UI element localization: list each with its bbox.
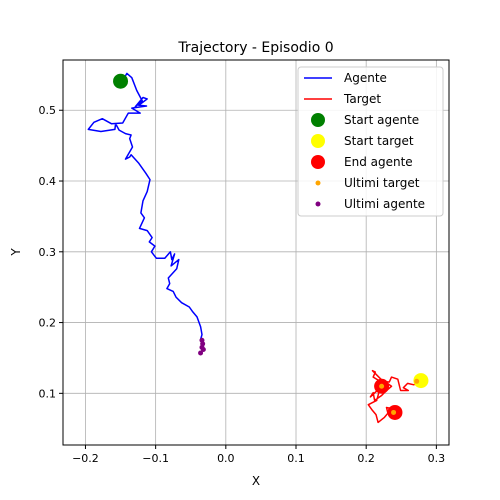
- y-axis-label: Y: [9, 248, 23, 257]
- y-tick-label: 0.2: [39, 317, 57, 330]
- legend-start-agente-marker: [311, 113, 325, 127]
- x-tick-label: 0.1: [287, 452, 305, 465]
- x-tick-label: −0.1: [142, 452, 169, 465]
- y-axis-ticks: 0.1 0.2 0.3 0.4 0.5: [39, 104, 63, 400]
- legend-end-agente-marker: [311, 155, 325, 169]
- legend-end-agente-label: End agente: [344, 155, 413, 169]
- start-agente-marker: [113, 73, 129, 89]
- x-tick-label: −0.2: [72, 452, 99, 465]
- legend-target-label: Target: [343, 92, 381, 106]
- y-tick-label: 0.3: [39, 246, 57, 259]
- legend-box: [297, 66, 444, 217]
- legend-ultimi-target-label: Ultimi target: [344, 176, 420, 190]
- ultimi-agente-point: [200, 346, 206, 352]
- x-tick-label: 0.3: [428, 452, 446, 465]
- legend: Agente Target Start agente Start target End …: [297, 66, 444, 217]
- plot-frame: [62, 59, 450, 446]
- agente-trajectory-line: [87, 72, 205, 350]
- legend-ultimi-agente-marker: [315, 201, 321, 207]
- x-axis-ticks: −0.2 −0.1 0.0 0.1 0.2 0.3: [72, 445, 445, 465]
- legend-start-target-label: Start target: [344, 134, 414, 148]
- plot-series: [87, 72, 419, 424]
- ultimi-agente-point: [198, 350, 204, 356]
- legend-ultimi-target-marker: [315, 180, 321, 186]
- ultimi-target-point: [379, 383, 385, 389]
- legend-agente-label: Agente: [344, 71, 387, 85]
- legend-start-agente-label: Start agente: [344, 113, 419, 127]
- x-tick-label: 0.2: [357, 452, 375, 465]
- y-tick-label: 0.5: [39, 104, 57, 117]
- ultimi-target-point: [391, 409, 397, 415]
- x-tick-label: 0.0: [217, 452, 235, 465]
- y-tick-label: 0.4: [39, 175, 57, 188]
- plot-markers: [113, 73, 429, 420]
- target-trajectory-line: [367, 369, 419, 424]
- x-axis-label: X: [252, 474, 260, 488]
- legend-start-target-marker: [311, 134, 325, 148]
- start-target-marker: [413, 373, 429, 389]
- chart-title: Trajectory - Episodio 0: [177, 40, 333, 56]
- ultimi-target-point: [414, 378, 420, 384]
- y-tick-label: 0.1: [39, 387, 57, 400]
- legend-ultimi-agente-label: Ultimi agente: [344, 197, 425, 211]
